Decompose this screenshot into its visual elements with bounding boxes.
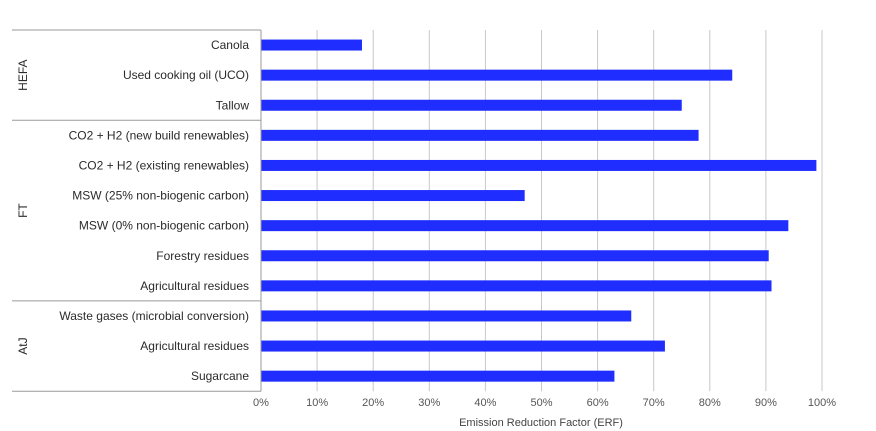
- group-label: HEFA: [16, 59, 30, 90]
- group-labels: HEFA FT AtJ: [12, 29, 262, 392]
- bar: [261, 99, 682, 111]
- bar: [261, 39, 362, 51]
- x-tick-label: 70%: [643, 397, 665, 409]
- x-tick-label: 0%: [253, 397, 269, 409]
- bar: [261, 340, 665, 352]
- category-label: Waste gases (microbial conversion): [59, 309, 249, 323]
- bar: [261, 250, 769, 262]
- bar: [261, 310, 632, 322]
- x-tick-label: 90%: [755, 397, 777, 409]
- category-label: Agricultural residues: [140, 339, 249, 353]
- category-label: Used cooking oil (UCO): [123, 68, 249, 82]
- bar: [261, 280, 772, 292]
- category-label: Canola: [211, 38, 249, 52]
- bar: [261, 129, 699, 141]
- bar: [261, 69, 733, 81]
- x-tick-label: 20%: [362, 397, 384, 409]
- category-label: MSW (25% non-biogenic carbon): [72, 189, 249, 203]
- x-tick-label: 80%: [699, 397, 721, 409]
- bar: [261, 190, 525, 202]
- bar: [261, 159, 817, 171]
- category-label: CO2 + H2 (new build renewables): [69, 128, 249, 142]
- bar: [261, 220, 789, 232]
- bar: [261, 370, 615, 382]
- x-tick-label: 50%: [530, 397, 552, 409]
- x-axis-ticks: 0% 10% 20% 30% 40% 50% 60% 70% 80% 90% 100%: [253, 397, 836, 409]
- group-label: FT: [16, 203, 30, 218]
- category-labels: Canola Used cooking oil (UCO) Tallow CO2 + …: [59, 38, 249, 383]
- group-label: AtJ: [16, 337, 30, 354]
- category-label: Forestry residues: [156, 249, 249, 263]
- x-tick-label: 30%: [418, 397, 440, 409]
- x-tick-label: 60%: [587, 397, 609, 409]
- category-label: CO2 + H2 (existing renewables): [79, 158, 249, 172]
- gridlines: [260, 30, 823, 392]
- category-label: Sugarcane: [191, 369, 249, 383]
- x-axis-title: Emission Reduction Factor (ERF): [459, 417, 623, 429]
- category-label: Tallow: [216, 98, 250, 112]
- x-tick-label: 10%: [306, 397, 328, 409]
- bars: [261, 39, 817, 382]
- x-tick-label: 40%: [474, 397, 496, 409]
- category-label: MSW (0% non-biogenic carbon): [79, 219, 249, 233]
- category-label: Agricultural residues: [140, 279, 249, 293]
- x-tick-label: 100%: [808, 397, 836, 409]
